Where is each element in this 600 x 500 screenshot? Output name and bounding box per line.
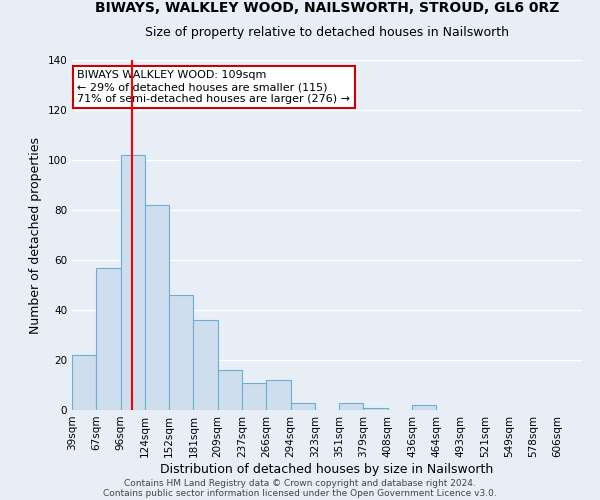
Bar — [339, 402, 364, 410]
Bar — [266, 380, 290, 410]
Bar — [242, 382, 266, 410]
Bar — [364, 408, 388, 410]
Bar — [290, 402, 315, 410]
Bar — [72, 355, 96, 410]
Bar — [412, 405, 436, 410]
Text: BIWAYS WALKLEY WOOD: 109sqm
← 29% of detached houses are smaller (115)
71% of se: BIWAYS WALKLEY WOOD: 109sqm ← 29% of det… — [77, 70, 350, 104]
Bar — [96, 268, 121, 410]
Bar — [193, 320, 218, 410]
Text: Contains HM Land Registry data © Crown copyright and database right 2024.: Contains HM Land Registry data © Crown c… — [124, 478, 476, 488]
Y-axis label: Number of detached properties: Number of detached properties — [29, 136, 42, 334]
Bar — [218, 370, 242, 410]
Text: Contains public sector information licensed under the Open Government Licence v3: Contains public sector information licen… — [103, 488, 497, 498]
Text: BIWAYS, WALKLEY WOOD, NAILSWORTH, STROUD, GL6 0RZ: BIWAYS, WALKLEY WOOD, NAILSWORTH, STROUD… — [95, 0, 559, 14]
Bar — [121, 155, 145, 410]
X-axis label: Distribution of detached houses by size in Nailsworth: Distribution of detached houses by size … — [160, 462, 494, 475]
Bar — [169, 295, 193, 410]
Text: Size of property relative to detached houses in Nailsworth: Size of property relative to detached ho… — [145, 26, 509, 39]
Bar — [145, 205, 169, 410]
